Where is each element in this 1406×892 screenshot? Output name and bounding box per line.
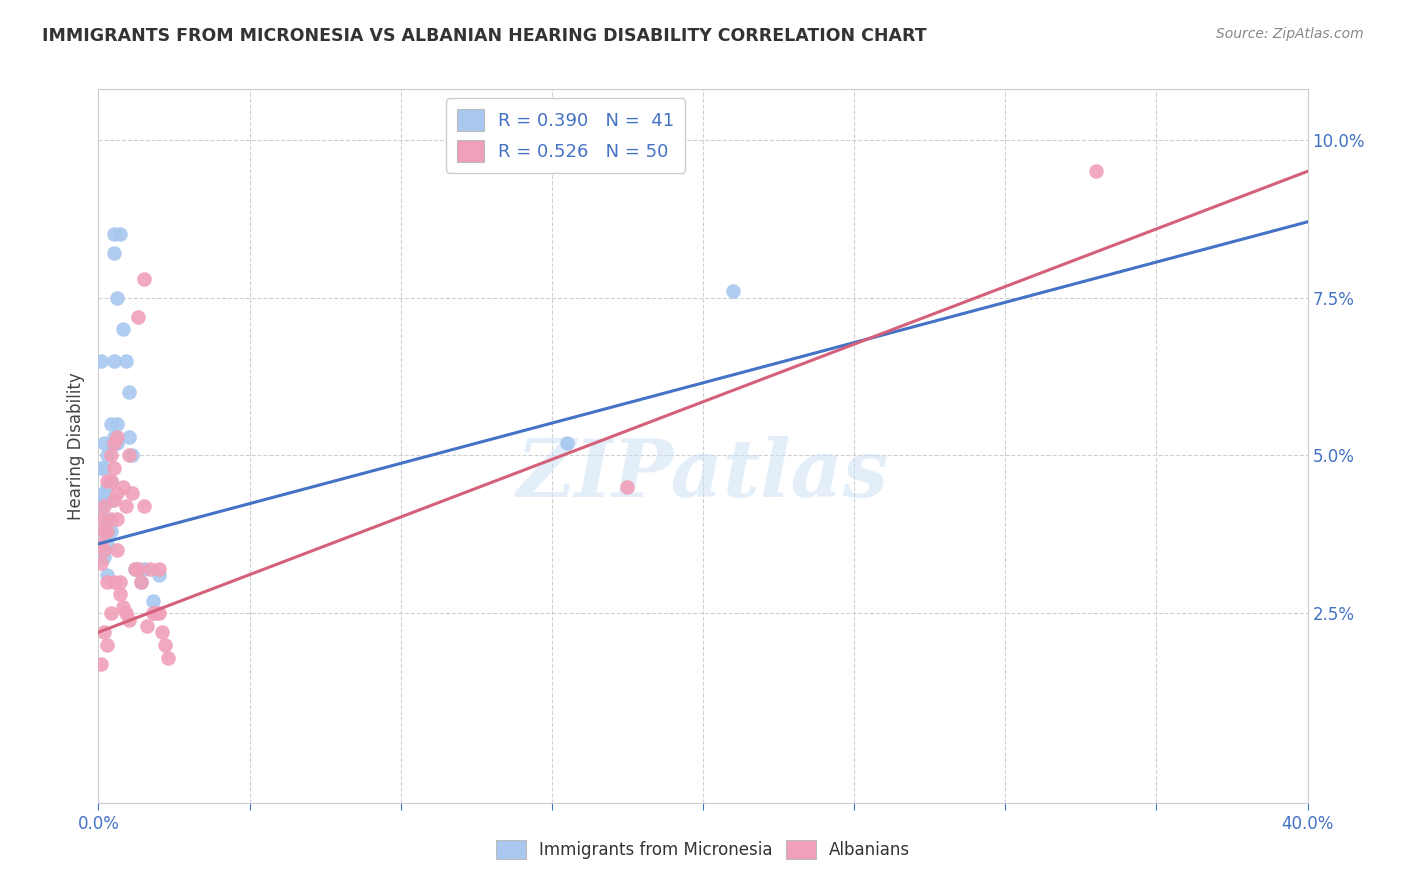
Point (96, 524, 118, 539)
Point (93, 543, 115, 558)
Point (111, 322, 134, 336)
Legend: Immigrants from Micronesia, Albanians: Immigrants from Micronesia, Albanians (489, 833, 917, 866)
Point (105, 417, 128, 431)
Point (93, 499, 115, 513)
Point (100, 511, 122, 525)
Point (124, 562, 146, 576)
Point (93, 625, 115, 640)
Point (96, 574, 118, 589)
Point (118, 385, 141, 400)
Point (105, 486, 128, 500)
Point (127, 562, 149, 576)
Point (118, 613, 141, 627)
Point (103, 353, 125, 368)
Point (100, 449, 122, 463)
Point (96, 474, 118, 488)
Point (103, 227, 125, 242)
Point (93, 486, 115, 500)
Point (121, 449, 143, 463)
Point (96, 511, 118, 525)
Point (93, 435, 115, 450)
Point (90, 353, 112, 368)
Point (100, 474, 122, 488)
Point (142, 607, 165, 621)
Point (108, 587, 131, 601)
Point (103, 246, 125, 260)
Point (111, 480, 134, 494)
Text: IMMIGRANTS FROM MICRONESIA VS ALBANIAN HEARING DISABILITY CORRELATION CHART: IMMIGRANTS FROM MICRONESIA VS ALBANIAN H… (42, 27, 927, 45)
Text: ZIPatlas: ZIPatlas (517, 436, 889, 513)
Point (93, 461, 115, 475)
Point (111, 600, 134, 615)
Point (90, 499, 112, 513)
Point (132, 499, 155, 513)
Point (96, 638, 118, 652)
Point (100, 607, 122, 621)
Point (90, 511, 112, 525)
Point (145, 607, 167, 621)
Point (93, 524, 115, 539)
Point (156, 650, 179, 665)
Point (124, 562, 146, 576)
Point (93, 524, 115, 539)
Point (105, 429, 128, 443)
Point (135, 619, 157, 633)
Point (616, 480, 638, 494)
Point (148, 607, 170, 621)
Point (90, 556, 112, 570)
Point (103, 435, 125, 450)
Point (96, 480, 118, 494)
Point (129, 574, 152, 589)
Point (100, 474, 122, 488)
Point (105, 543, 128, 558)
Point (150, 625, 173, 640)
Point (142, 593, 165, 607)
Point (103, 429, 125, 443)
Point (127, 310, 149, 324)
Point (1085, 164, 1108, 178)
Point (103, 574, 125, 589)
Point (114, 607, 136, 621)
Point (100, 435, 122, 450)
Point (93, 549, 115, 564)
Point (118, 449, 141, 463)
Point (93, 492, 115, 507)
Point (100, 492, 122, 507)
Point (96, 537, 118, 551)
Point (105, 291, 128, 305)
Point (121, 486, 143, 500)
Point (90, 657, 112, 671)
Point (100, 417, 122, 431)
Point (90, 461, 112, 475)
Point (96, 524, 118, 539)
Point (129, 574, 152, 589)
Point (148, 562, 170, 576)
Point (723, 285, 745, 299)
Point (132, 271, 155, 285)
Point (103, 461, 125, 475)
Point (132, 562, 155, 576)
Point (139, 562, 162, 576)
Y-axis label: Hearing Disability: Hearing Disability (66, 372, 84, 520)
Point (103, 492, 125, 507)
Text: Source: ZipAtlas.com: Source: ZipAtlas.com (1216, 27, 1364, 41)
Point (114, 353, 136, 368)
Point (148, 568, 170, 582)
Point (108, 227, 131, 242)
Point (100, 524, 122, 539)
Point (118, 429, 141, 443)
Point (153, 638, 176, 652)
Point (105, 511, 128, 525)
Point (96, 449, 118, 463)
Point (127, 562, 149, 576)
Point (555, 435, 578, 450)
Point (90, 537, 112, 551)
Point (108, 574, 131, 589)
Point (114, 499, 136, 513)
Point (105, 435, 128, 450)
Point (96, 568, 118, 582)
